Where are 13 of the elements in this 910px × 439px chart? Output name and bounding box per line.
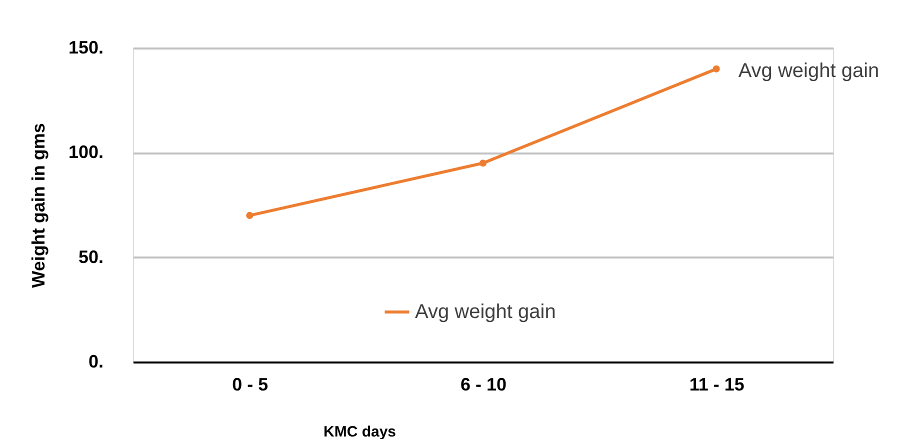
y-tick-label: 150. bbox=[68, 38, 104, 58]
y-axis-title: Weight gain in gms bbox=[28, 123, 48, 288]
x-tick-label: 6 - 10 bbox=[460, 374, 507, 394]
point bbox=[246, 212, 254, 219]
y-tick-label: 50. bbox=[78, 246, 104, 267]
point bbox=[712, 65, 720, 72]
point bbox=[479, 160, 487, 167]
y-tick-label: 0. bbox=[88, 352, 104, 372]
legend-label: Avg weight gain bbox=[415, 301, 556, 323]
x-tick-label: 0 - 5 bbox=[232, 374, 268, 394]
annotation: Avg weight gain bbox=[738, 60, 880, 82]
x-tick-label: 11 - 15 bbox=[689, 374, 744, 394]
y-tick-label: 100. bbox=[68, 142, 104, 162]
